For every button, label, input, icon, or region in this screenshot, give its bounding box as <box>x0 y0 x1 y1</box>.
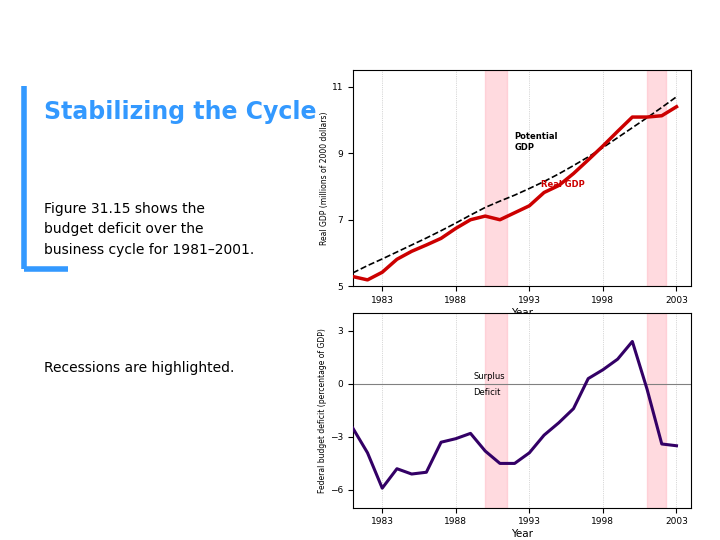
Y-axis label: Real GDP (millions of 2000 dollars): Real GDP (millions of 2000 dollars) <box>320 111 329 245</box>
Text: Real GDP: Real GDP <box>541 179 585 188</box>
Text: (a) Growth and recessions: (a) Growth and recessions <box>353 329 487 339</box>
Text: Deficit: Deficit <box>474 388 501 397</box>
Text: Surplus: Surplus <box>474 372 505 381</box>
Bar <box>647 313 666 508</box>
Text: Figure 31.15 shows the
budget deficit over the
business cycle for 1981–2001.: Figure 31.15 shows the budget deficit ov… <box>44 201 254 257</box>
X-axis label: Year: Year <box>511 529 533 539</box>
Y-axis label: Federal budget deficit (percentage of GDP): Federal budget deficit (percentage of GD… <box>318 328 327 493</box>
X-axis label: Year: Year <box>511 308 533 318</box>
Text: Stabilizing the Cycle: Stabilizing the Cycle <box>44 100 317 124</box>
Text: Recessions are highlighted.: Recessions are highlighted. <box>44 361 235 375</box>
Bar <box>485 70 508 286</box>
Bar <box>485 313 508 508</box>
Bar <box>647 70 666 286</box>
Text: Potential
GDP: Potential GDP <box>515 132 558 152</box>
